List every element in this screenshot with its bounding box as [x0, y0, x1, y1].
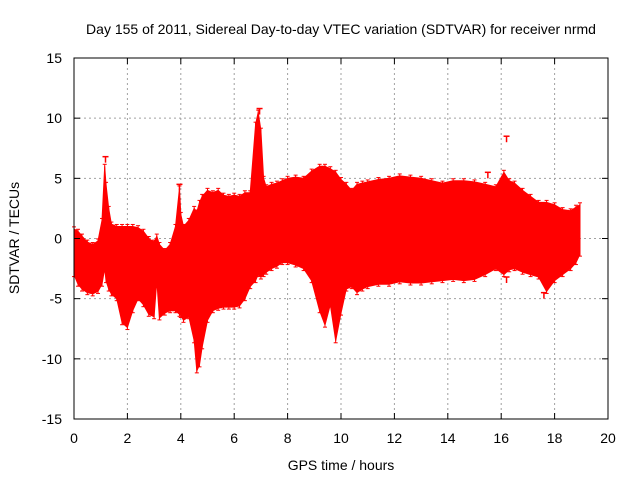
y-tick-label: 5 [54, 170, 62, 186]
x-tick-label: 8 [284, 430, 292, 446]
y-tick-label: -10 [42, 351, 62, 367]
x-tick-label: 16 [493, 430, 509, 446]
y-tick-label: -5 [50, 291, 63, 307]
y-axis-label: SDTVAR / TECUs [6, 182, 22, 294]
x-axis-label: GPS time / hours [288, 457, 395, 473]
x-tick-label: 0 [70, 430, 78, 446]
x-tick-label: 14 [440, 430, 456, 446]
y-tick-label: 0 [54, 231, 62, 247]
chart-title: Day 155 of 2011, Sidereal Day-to-day VTE… [86, 21, 596, 37]
x-tick-label: 18 [547, 430, 563, 446]
x-tick-label: 12 [387, 430, 403, 446]
tick-layer: 0 2 4 6 8 10 12 14 16 18 20 -15 -10 -5 0 5 10 15 [42, 50, 616, 446]
x-tick-label: 4 [177, 430, 185, 446]
y-tick-label: 10 [46, 110, 62, 126]
x-tick-label: 10 [333, 430, 349, 446]
x-tick-label: 20 [600, 430, 616, 446]
y-tick-label: 15 [46, 50, 62, 66]
y-tick-label: -15 [42, 411, 62, 427]
data-layer [72, 107, 582, 374]
x-tick-label: 2 [124, 430, 132, 446]
x-tick-label: 6 [230, 430, 238, 446]
